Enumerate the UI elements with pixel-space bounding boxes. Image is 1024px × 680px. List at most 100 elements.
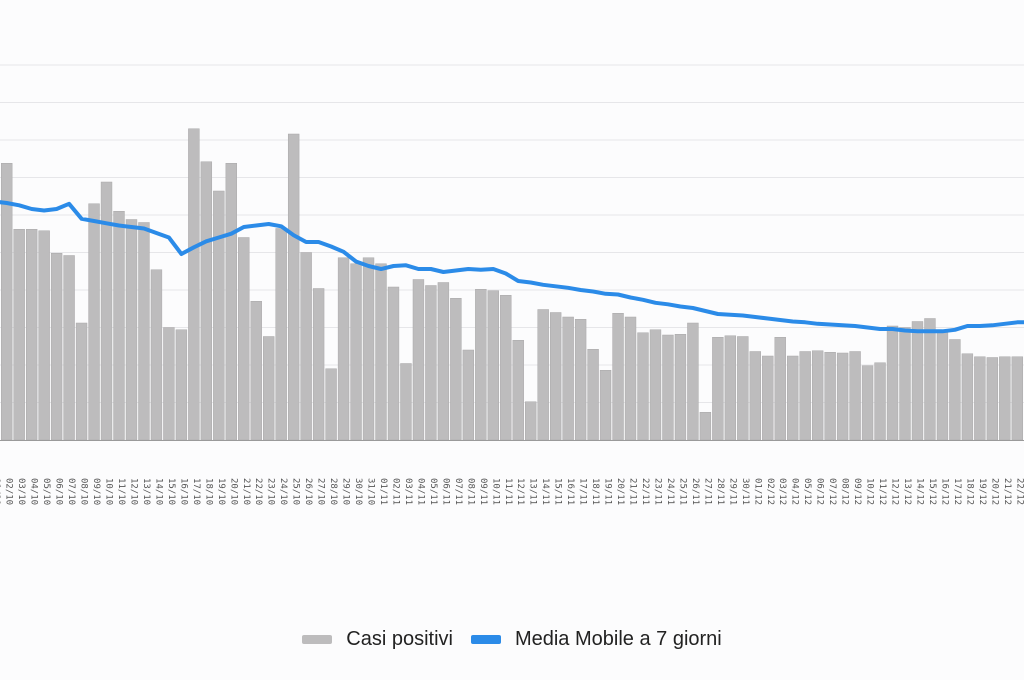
bar: [774, 337, 786, 441]
bar: [974, 356, 986, 441]
bar: [375, 263, 387, 441]
bar: [1011, 356, 1023, 441]
bar: [13, 229, 25, 441]
bar: [350, 263, 362, 441]
x-tick-label: 27/11: [702, 478, 712, 505]
x-tick-label: 20/10: [228, 478, 238, 505]
x-tick-label: 12/10: [129, 478, 139, 505]
x-tick-label: 15/11: [553, 478, 563, 505]
x-tick-label: 15/10: [166, 478, 176, 505]
x-tick-label: 06/11: [440, 478, 450, 505]
x-tick-label: 28/10: [328, 478, 338, 505]
x-tick-label: 13/10: [141, 478, 151, 505]
bar: [662, 334, 674, 441]
x-tick-label: 18/11: [590, 478, 600, 505]
x-tick-label: 08/12: [840, 478, 850, 505]
bar: [500, 295, 512, 441]
legend-label-line: Media Mobile a 7 giorni: [514, 628, 722, 650]
x-tick-label: 27/10: [316, 478, 326, 505]
bar: [238, 237, 250, 441]
x-tick-label: 07/10: [66, 478, 76, 505]
x-tick-label: 22/11: [640, 478, 650, 505]
bar: [525, 401, 537, 441]
bar: [899, 327, 911, 441]
bar: [163, 327, 175, 441]
bar: [25, 229, 38, 441]
bar: [999, 356, 1011, 441]
bar: [487, 290, 499, 441]
x-tick-label: 17/11: [578, 478, 588, 505]
bar: [824, 352, 836, 441]
bar: [263, 336, 275, 441]
legend-swatch-bars: [302, 635, 333, 644]
legend-label-bars: Casi positivi: [346, 628, 453, 650]
x-tick-label: 25/11: [677, 478, 687, 505]
legend-item-bars[interactable]: Casi positivi: [302, 628, 453, 651]
bar: [737, 336, 749, 441]
bar: [699, 412, 712, 441]
bar: [225, 163, 237, 441]
x-tick-label: 09/10: [91, 478, 101, 505]
legend-swatch-line: [470, 635, 501, 644]
x-tick-labels: 01/1002/1003/1004/1005/1006/1007/1008/10…: [0, 478, 1024, 505]
bar: [437, 282, 450, 441]
x-tick-label: 07/12: [827, 478, 837, 505]
x-tick-label: 26/10: [303, 478, 313, 505]
bar: [537, 309, 549, 441]
x-tick-label: 31/10: [366, 478, 376, 505]
x-tick-label: 14/12: [915, 478, 925, 505]
x-tick-label: 24/11: [665, 478, 675, 505]
x-tick-label: 19/10: [216, 478, 226, 505]
chart: 01/1002/1003/1004/1005/1006/1007/1008/10…: [0, 64, 1024, 505]
x-tick-label: 05/12: [802, 478, 812, 505]
x-tick-label: 12/12: [890, 478, 900, 505]
bar: [275, 228, 287, 441]
x-tick-label: 28/11: [715, 478, 725, 505]
bar: [762, 355, 774, 441]
x-tick-label: 26/11: [690, 478, 700, 505]
bar: [712, 337, 724, 441]
x-tick-label: 04/12: [790, 478, 800, 505]
x-tick-label: 11/12: [877, 478, 887, 505]
bar: [400, 363, 412, 441]
bar: [961, 353, 974, 441]
bar: [75, 322, 88, 441]
bar: [949, 339, 961, 441]
x-tick-label: 05/11: [428, 478, 438, 505]
bar: [387, 286, 400, 441]
x-tick-label: 19/12: [977, 478, 987, 505]
bar: [849, 351, 861, 441]
bar: [200, 161, 213, 441]
legend-item-line[interactable]: Media Mobile a 7 giorni: [470, 628, 722, 651]
bar: [475, 289, 487, 441]
x-tick-label: 22/10: [253, 478, 263, 505]
bar: [749, 351, 761, 441]
bar: [337, 257, 350, 441]
x-tick-label: 15/12: [927, 478, 937, 505]
x-tick-label: 14/10: [153, 478, 163, 505]
x-tick-label: 17/12: [952, 478, 962, 505]
x-tick-label: 06/12: [815, 478, 825, 505]
bar: [412, 279, 425, 441]
bar: [113, 211, 125, 441]
bar: [724, 335, 737, 441]
bar: [88, 203, 100, 441]
x-tick-label: 08/10: [79, 478, 89, 505]
bar: [787, 355, 799, 441]
bar: [936, 331, 949, 441]
x-tick-label: 07/11: [453, 478, 463, 505]
bar: [674, 334, 687, 441]
bar: [38, 230, 50, 441]
x-tick-label: 02/10: [4, 478, 14, 505]
line-series: [0, 200, 1024, 334]
bar: [300, 252, 312, 441]
x-tick-label: 30/11: [740, 478, 750, 505]
bar: [836, 352, 849, 441]
x-tick-label: 08/11: [465, 478, 475, 505]
bar: [924, 318, 936, 441]
x-tick-label: 10/10: [104, 478, 114, 505]
bar: [312, 288, 325, 441]
x-tick-label: 16/11: [565, 478, 575, 505]
bar: [150, 269, 163, 441]
x-tick-label: 03/12: [777, 478, 787, 505]
